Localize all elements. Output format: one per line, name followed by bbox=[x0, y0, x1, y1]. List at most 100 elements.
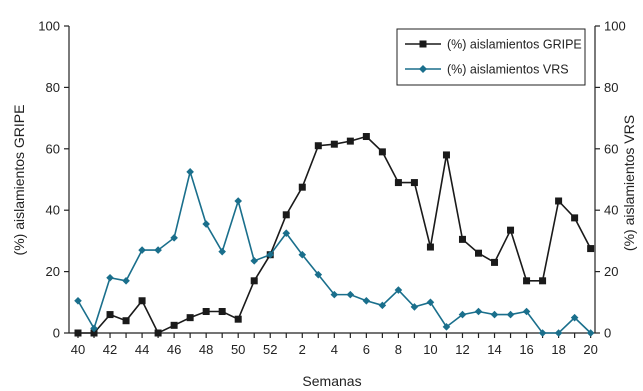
data-point-vrs bbox=[570, 313, 579, 322]
data-point-gripe bbox=[571, 214, 579, 222]
data-point-gripe bbox=[202, 308, 210, 316]
data-point-vrs bbox=[506, 310, 515, 319]
data-point-vrs bbox=[474, 307, 483, 316]
data-point-vrs bbox=[394, 286, 403, 294]
x-tick-label: 8 bbox=[395, 342, 402, 357]
data-point-gripe bbox=[555, 197, 563, 205]
data-point-gripe bbox=[186, 314, 194, 322]
data-point-vrs bbox=[538, 329, 547, 337]
data-point-vrs bbox=[586, 329, 595, 337]
series-line-gripe bbox=[78, 135, 592, 335]
x-tick-label: 50 bbox=[231, 342, 245, 357]
data-point-vrs bbox=[442, 323, 451, 331]
data-point-vrs bbox=[314, 270, 323, 279]
x-tick-label: 44 bbox=[135, 342, 149, 357]
data-point-gripe bbox=[122, 317, 130, 325]
legend-box bbox=[396, 28, 586, 86]
data-point-vrs bbox=[202, 220, 210, 228]
left-y-axis-title: (%) aislamientos GRIPE bbox=[11, 105, 27, 256]
data-point-vrs bbox=[330, 290, 339, 299]
data-point-vrs bbox=[154, 246, 162, 254]
data-point-gripe bbox=[346, 137, 354, 145]
data-point-gripe bbox=[475, 249, 482, 257]
data-point-vrs bbox=[490, 310, 499, 319]
x-tick-label: 46 bbox=[167, 342, 181, 357]
x-tick-label: 52 bbox=[263, 342, 277, 357]
x-tick-label: 6 bbox=[363, 342, 370, 357]
data-point-vrs bbox=[74, 296, 82, 305]
data-point-vrs bbox=[218, 247, 226, 256]
data-point-vrs bbox=[90, 324, 98, 333]
data-point-vrs bbox=[106, 273, 114, 282]
data-point-gripe bbox=[106, 311, 114, 319]
legend: (%) aislamientos GRIPE (%) aislamientos … bbox=[396, 28, 586, 86]
data-point-gripe bbox=[170, 321, 178, 329]
data-point-vrs bbox=[170, 234, 178, 242]
data-point-vrs bbox=[234, 197, 242, 205]
data-point-gripe bbox=[154, 329, 162, 337]
y-tick-label-left: 20 bbox=[46, 264, 60, 279]
data-point-vrs bbox=[554, 329, 563, 337]
data-point-vrs bbox=[138, 246, 146, 254]
data-point-vrs bbox=[266, 250, 275, 259]
y-tick-label-left: 0 bbox=[53, 326, 60, 341]
y-tick-label-left: 60 bbox=[46, 141, 60, 156]
x-tick-label: 18 bbox=[551, 342, 565, 357]
data-point-vrs bbox=[346, 290, 355, 299]
data-point-gripe bbox=[138, 297, 146, 305]
data-point-gripe bbox=[250, 277, 258, 285]
data-point-gripe bbox=[458, 235, 466, 243]
x-tick-label: 12 bbox=[455, 342, 469, 357]
legend-vrs-label: (%) aislamientos VRS bbox=[447, 63, 569, 77]
x-axis-title: Semanas bbox=[302, 373, 361, 389]
data-point-gripe bbox=[90, 329, 98, 337]
y-tick-label-left: 100 bbox=[38, 19, 60, 34]
data-point-gripe bbox=[539, 277, 547, 285]
data-point-gripe bbox=[330, 140, 338, 148]
right-y-axis-title: (%) aislamientos VRS bbox=[621, 115, 637, 251]
x-tick-label: 4 bbox=[331, 342, 338, 357]
data-point-vrs bbox=[362, 296, 371, 305]
data-point-gripe bbox=[282, 211, 290, 219]
data-point-vrs bbox=[186, 168, 194, 176]
data-point-gripe bbox=[378, 148, 386, 156]
x-tick-label: 40 bbox=[71, 342, 85, 357]
data-point-gripe bbox=[394, 179, 402, 187]
data-point-gripe bbox=[491, 258, 499, 266]
data-point-vrs bbox=[250, 257, 259, 265]
series-vrs bbox=[74, 168, 595, 337]
y-tick-label-right: 100 bbox=[604, 19, 626, 34]
x-tick-label: 42 bbox=[103, 342, 117, 357]
x-tick-label: 14 bbox=[487, 342, 501, 357]
x-tick-label: 48 bbox=[199, 342, 213, 357]
x-tick-label: 16 bbox=[519, 342, 533, 357]
y-tick-label-left: 40 bbox=[46, 203, 60, 218]
legend-vrs-marker bbox=[419, 65, 427, 73]
data-point-vrs bbox=[378, 301, 387, 310]
data-point-gripe bbox=[234, 315, 242, 323]
y-tick-label-right: 80 bbox=[604, 80, 618, 95]
y-tick-label-left: 80 bbox=[46, 80, 60, 95]
data-point-gripe bbox=[426, 243, 434, 251]
x-tick-label: 10 bbox=[423, 342, 437, 357]
data-point-gripe bbox=[410, 179, 418, 187]
data-point-vrs bbox=[282, 229, 291, 238]
legend-gripe-marker bbox=[419, 40, 427, 48]
series-line-vrs bbox=[77, 168, 592, 334]
data-point-gripe bbox=[362, 133, 370, 141]
legend-gripe-label: (%) aislamientos GRIPE bbox=[447, 38, 582, 52]
series-gripe bbox=[74, 133, 595, 337]
data-point-vrs bbox=[122, 277, 130, 285]
y-tick-label-right: 60 bbox=[604, 141, 618, 156]
series-layer bbox=[74, 133, 595, 337]
data-point-gripe bbox=[74, 329, 82, 337]
data-point-vrs bbox=[458, 310, 467, 319]
data-point-vrs bbox=[522, 307, 531, 316]
x-tick-label: 2 bbox=[299, 342, 306, 357]
y-tick-label-right: 40 bbox=[604, 203, 618, 218]
data-point-gripe bbox=[587, 245, 595, 253]
data-point-gripe bbox=[523, 277, 531, 285]
data-point-gripe bbox=[314, 142, 322, 150]
